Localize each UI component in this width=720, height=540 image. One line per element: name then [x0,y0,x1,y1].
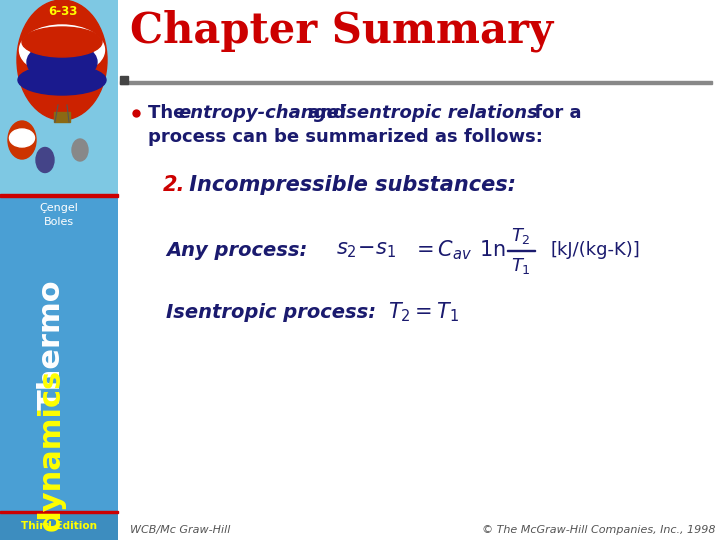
Text: Any process:: Any process: [166,240,307,260]
Ellipse shape [8,121,36,159]
Text: $T_1$: $T_1$ [511,256,531,276]
Text: $\mathrm{1n}$: $\mathrm{1n}$ [479,240,505,260]
Text: Third Edition: Third Edition [21,521,97,531]
Text: Incompressible substances:: Incompressible substances: [182,175,516,195]
Bar [0,512,118,540]
Ellipse shape [36,147,54,172]
Ellipse shape [17,0,107,120]
Ellipse shape [18,65,106,95]
Text: $T_2 = T_1$: $T_2 = T_1$ [388,300,459,324]
Text: Chapter Summary: Chapter Summary [130,10,553,52]
Ellipse shape [22,27,102,57]
Bar [0,0,118,195]
Text: The: The [148,104,192,122]
Text: 2.: 2. [163,175,185,195]
Bar [54,112,70,122]
Text: for a: for a [528,104,582,122]
Text: $s_2\!-\!s_1$: $s_2\!-\!s_1$ [336,240,397,260]
Text: Çengel: Çengel [40,203,78,213]
Text: $=C_{av}$: $=C_{av}$ [412,238,472,262]
Bar [507,249,535,251]
Bar [120,81,712,84]
Bar [0,511,118,513]
Text: 6-33: 6-33 [48,5,78,18]
Ellipse shape [19,25,104,75]
Text: Boles: Boles [44,217,74,227]
Text: process can be summarized as follows:: process can be summarized as follows: [148,128,543,146]
Text: © The McGraw-Hill Companies, Inc., 1998: © The McGraw-Hill Companies, Inc., 1998 [482,525,715,535]
Text: isentropic relations: isentropic relations [340,104,538,122]
Ellipse shape [9,129,35,147]
Ellipse shape [72,139,88,161]
Text: $T_2$: $T_2$ [511,226,531,246]
Ellipse shape [27,42,97,82]
Text: [kJ/(kg-K)]: [kJ/(kg-K)] [551,241,641,259]
Text: Thermo: Thermo [37,279,66,410]
Bar [0,197,118,512]
Text: WCB/Mc Graw-Hill: WCB/Mc Graw-Hill [130,525,230,535]
Text: entropy-change: entropy-change [178,104,338,122]
Text: Isentropic process:: Isentropic process: [166,302,376,321]
Text: dynamics: dynamics [37,368,66,531]
Bar [120,76,128,84]
Text: and: and [302,104,352,122]
Bar [0,194,118,197]
Bar [0,0,118,195]
